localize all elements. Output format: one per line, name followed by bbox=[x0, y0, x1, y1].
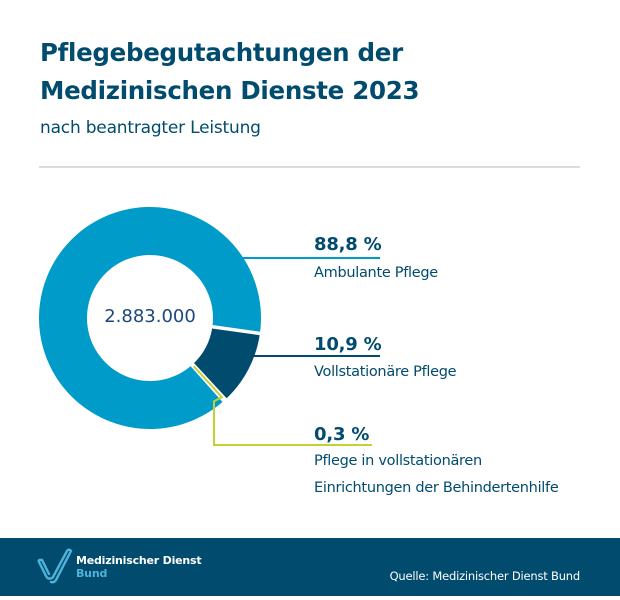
center-total-label: 2.883.000 bbox=[104, 306, 196, 327]
slice-value-label-vollstationaer: 10,9 % bbox=[314, 334, 382, 355]
chart-title: Pflegebegutachtungen der Medizinischen D… bbox=[40, 34, 420, 110]
leader-line-behindertenhilfe bbox=[192, 365, 372, 446]
slice-name-label-vollstationaer: Vollstationäre Pflege bbox=[314, 364, 457, 380]
footer-bar: Medizinischer Dienst Bund Quelle: Medizi… bbox=[0, 538, 620, 596]
slice-ambulant bbox=[39, 206, 262, 429]
slice-name-label-behindertenhilfe-line-1: Pflege in vollstationären bbox=[314, 453, 482, 469]
checkmark-logo-icon bbox=[37, 548, 73, 584]
logo-text-line-2: Bund bbox=[76, 567, 108, 580]
slice-name-label-behindertenhilfe-line-2: Einrichtungen der Behindertenhilfe bbox=[314, 480, 559, 496]
slice-value-label-ambulant: 88,8 % bbox=[314, 234, 382, 255]
slice-value-label-behindertenhilfe: 0,3 % bbox=[314, 424, 370, 445]
slice-name-label-ambulant: Ambulante Pflege bbox=[314, 265, 438, 281]
donut-chart bbox=[39, 206, 380, 446]
chart-title-line-1: Pflegebegutachtungen der bbox=[40, 38, 403, 67]
chart-subtitle: nach beantragter Leistung bbox=[40, 118, 261, 138]
divider bbox=[39, 166, 580, 168]
logo-text-line-1: Medizinischer Dienst bbox=[76, 554, 202, 567]
chart-title-line-2: Medizinischen Dienste 2023 bbox=[40, 76, 420, 105]
slice-separator bbox=[210, 324, 263, 336]
source-note: Quelle: Medizinischer Dienst Bund bbox=[389, 569, 581, 583]
